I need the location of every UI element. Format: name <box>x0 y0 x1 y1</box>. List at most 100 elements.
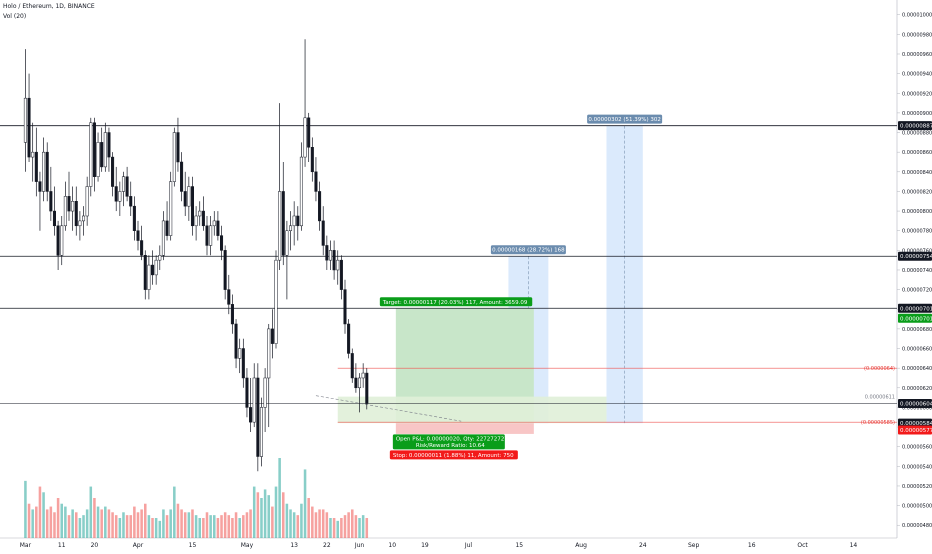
candle-body <box>230 304 234 325</box>
x-tick-label: May <box>241 542 254 549</box>
volume-bar <box>183 512 187 538</box>
x-tick-label: Apr <box>133 542 144 549</box>
range-band <box>337 396 607 424</box>
volume-bar <box>191 509 194 538</box>
volume-bar <box>107 509 111 538</box>
candle-body <box>52 210 56 227</box>
y-tick-label: 0.00000660 <box>902 347 932 353</box>
candle-body <box>154 259 158 276</box>
volume-bar <box>227 515 231 538</box>
candle-body <box>67 196 71 212</box>
candle-body <box>121 176 125 192</box>
volume-bar <box>74 512 78 538</box>
candle-body <box>354 377 358 389</box>
volume-bar <box>96 506 100 538</box>
volume-bar <box>38 486 42 538</box>
price-badge <box>898 303 932 313</box>
x-tick-label: 16 <box>748 542 756 549</box>
candle-body <box>209 225 213 246</box>
y-tick-label: 0.00000540 <box>902 464 932 470</box>
candle-body <box>292 215 296 227</box>
y-tick-label: 0.00000740 <box>902 268 932 274</box>
candle-body <box>143 255 147 290</box>
y-tick-label: 0.00000640 <box>902 366 932 372</box>
volume-bar <box>162 509 165 538</box>
candle-body <box>34 151 38 182</box>
volume-indicator-label[interactable]: Vol (20) <box>3 13 27 20</box>
volume-bar <box>329 518 332 538</box>
volume-bar <box>365 518 369 538</box>
volume-bar <box>45 509 49 538</box>
candle-body <box>198 210 202 217</box>
volume-bar <box>354 515 358 538</box>
candle-body <box>60 225 64 256</box>
candle-body <box>71 201 75 212</box>
volume-bar <box>49 506 53 538</box>
volume-bar <box>85 509 89 538</box>
candle-body <box>223 250 227 290</box>
candle-body <box>339 259 343 290</box>
volume-bar <box>325 512 329 538</box>
volume-bar <box>202 518 205 538</box>
volume-bar <box>274 486 278 538</box>
volume-bar <box>231 518 234 538</box>
volume-bar <box>245 512 249 538</box>
price-badge <box>898 313 932 323</box>
volume-bar <box>252 486 256 538</box>
y-tick-label: 0.00000880 <box>902 131 932 137</box>
price-badge-label: 0.00000754 <box>900 254 932 260</box>
y-tick-label: 0.00000900 <box>902 111 932 117</box>
candle-body <box>23 97 27 143</box>
x-tick-label: 11 <box>58 542 66 549</box>
candle-body <box>45 151 49 192</box>
candle-body <box>38 181 42 192</box>
x-tick-label: Mar <box>20 542 32 549</box>
volume-bar <box>212 515 216 538</box>
candle-body <box>100 142 104 168</box>
volume-bar <box>100 509 103 538</box>
y-tick-label: 0.00000600 <box>902 405 932 411</box>
candle-body <box>92 122 96 177</box>
candle-body <box>172 132 176 182</box>
volume-bar <box>60 503 64 538</box>
candle-body <box>365 372 369 404</box>
candle-body <box>114 186 118 202</box>
candle-body <box>274 259 278 344</box>
price-badge <box>898 418 932 428</box>
candle-body <box>111 156 115 187</box>
y-tick-label: 0.00000940 <box>902 72 932 78</box>
candle-body <box>161 220 165 256</box>
y-tick-label: 0.00000820 <box>902 189 932 195</box>
y-tick-label: 0.00000480 <box>902 523 932 529</box>
y-tick-label: 0.00001000 <box>902 13 932 19</box>
volume-bar <box>111 512 114 538</box>
candle-body <box>350 353 354 379</box>
volume-bar <box>180 509 183 538</box>
candle-body <box>180 161 184 192</box>
volume-bar <box>242 515 245 538</box>
volume-bar <box>318 509 321 538</box>
volume-bar <box>165 515 169 538</box>
volume-bar <box>24 480 27 538</box>
price-badge <box>898 121 932 131</box>
volume-bar <box>285 503 289 538</box>
volume-bar <box>278 458 281 538</box>
stop-label: Stop: 0.00000011 (1.88%) 11, Amount: 750 <box>393 453 514 459</box>
candle-body <box>216 220 220 236</box>
open-pnl-label: Open P&L: 0.00000020, Qty: 2272727272 <box>396 436 511 442</box>
volume-bar <box>307 498 310 538</box>
volume-bar <box>336 520 340 538</box>
projection-badge <box>490 245 566 255</box>
volume-bar <box>56 498 60 538</box>
price-badge <box>898 425 932 435</box>
y-tick-label: 0.00000920 <box>902 91 932 97</box>
candle-body <box>183 191 187 207</box>
volume-bar <box>64 506 67 538</box>
volume-bar <box>314 512 318 538</box>
volume-bar <box>169 509 172 538</box>
chart-title: Holo / Ethereum, 1D, BINANCE <box>3 3 95 10</box>
volume-bar <box>118 518 122 538</box>
candle-body <box>165 220 169 236</box>
